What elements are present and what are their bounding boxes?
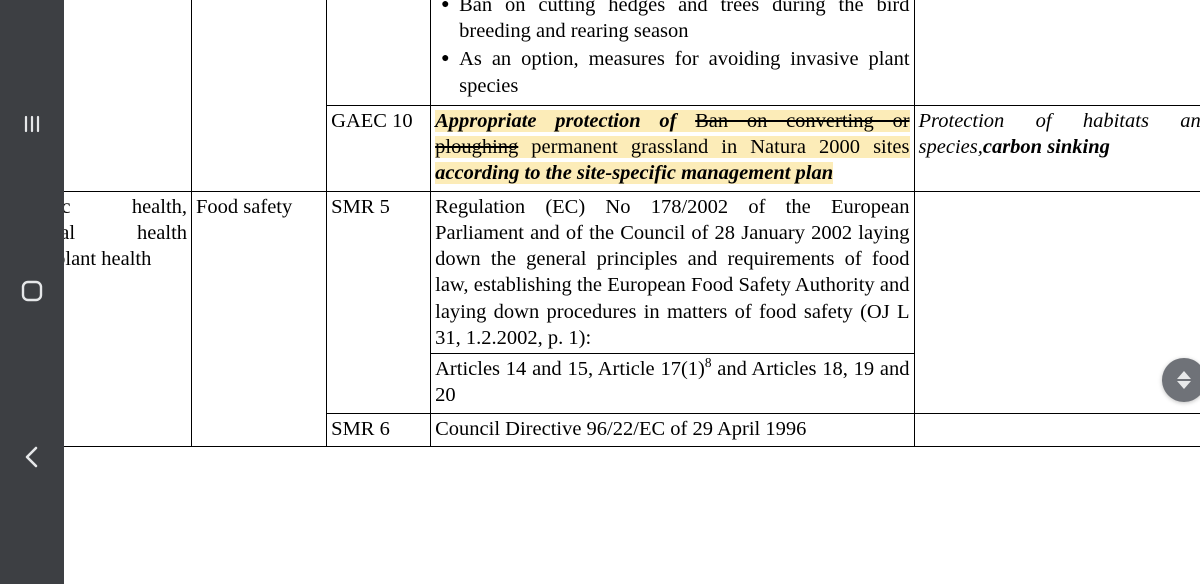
chevron-up-icon (1177, 371, 1191, 379)
list-item: Ban on cutting hedges and trees during t… (441, 0, 909, 44)
list-item: As an option, measures for avoiding inva… (441, 46, 909, 98)
code-cell: SMR 5 (327, 191, 431, 413)
topic-cell: Food safety (192, 191, 327, 446)
description-cell: Appropriate protection of Ban on convert… (431, 105, 914, 191)
scroll-handle[interactable] (1162, 358, 1200, 402)
description-cell: Council Directive 96/22/EC of 29 April 1… (431, 413, 914, 446)
objective-cell (914, 413, 1200, 446)
chevron-down-icon (1177, 381, 1191, 389)
regulation-table: Ban on cutting hedges and trees during t… (64, 0, 1200, 447)
area-cell: lichealth, nalhealth plant health (64, 191, 192, 446)
square-icon[interactable] (19, 278, 45, 304)
measures-list: Ban on cutting hedges and trees during t… (435, 0, 909, 99)
objective-cell (914, 191, 1200, 413)
code-cell: GAEC 10 (327, 105, 431, 191)
description-cell: Regulation (EC) No 178/2002 of the Europ… (431, 191, 914, 413)
menu-icon[interactable] (18, 110, 46, 138)
table-row: lichealth, nalhealth plant health Food s… (64, 191, 1200, 413)
back-icon[interactable] (19, 444, 45, 470)
table-row: Ban on cutting hedges and trees during t… (64, 0, 1200, 105)
document-viewport[interactable]: Ban on cutting hedges and trees during t… (64, 0, 1200, 584)
code-cell: SMR 6 (327, 413, 431, 446)
objective-cell: Protection of habitats and species,carbo… (914, 105, 1200, 191)
side-navbar (0, 0, 64, 584)
document-page: Ban on cutting hedges and trees during t… (64, 0, 1200, 447)
